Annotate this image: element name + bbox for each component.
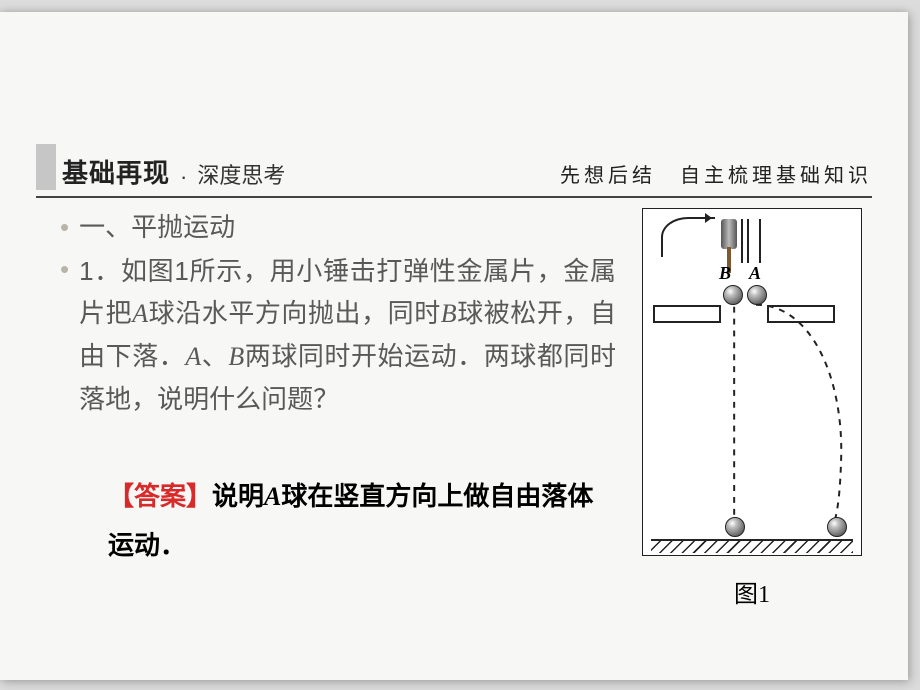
header-row: 基础再现 · 深度思考 先想后结 自主梳理基础知识 — [36, 144, 872, 198]
figure-box: B A — [642, 208, 862, 556]
header-left: 基础再现 · 深度思考 — [36, 144, 285, 190]
answer-line1: 【答案】说明A球在竖直方向上做自由落体运动． — [60, 472, 616, 569]
header-dot: · — [180, 164, 187, 190]
question-text: 1．如图1所示，用小锤击打弹性金属片，金属片把A球沿水平方向抛出，同时B球被松开… — [79, 250, 616, 420]
ans-A: A — [264, 482, 281, 511]
ball-A-ground — [827, 517, 847, 537]
content-area: • 一、平抛运动 • 1．如图1所示，用小锤击打弹性金属片，金属片把A球沿水平方… — [60, 208, 868, 609]
bullet-icon: • — [60, 208, 69, 246]
header-tagline: 先想后结 自主梳理基础知识 — [560, 159, 872, 190]
header-title-main: 基础再现 — [62, 153, 170, 190]
q-num: 1． — [79, 256, 121, 286]
text-column: • 一、平抛运动 • 1．如图1所示，用小锤击打弹性金属片，金属片把A球沿水平方… — [60, 208, 616, 609]
section-label: 一、平抛运动 — [79, 208, 235, 246]
answer-label: 【答案】 — [108, 481, 212, 511]
q-A1: A — [132, 299, 148, 328]
header-title-sub: 深度思考 — [197, 158, 285, 190]
question-line: • 1．如图1所示，用小锤击打弹性金属片，金属片把A球沿水平方向抛出，同时B球被… — [60, 250, 616, 420]
ans-p1: 说明 — [212, 481, 264, 511]
q-sep: 、 — [201, 341, 228, 371]
header-accent-block — [36, 144, 56, 190]
q-p2: 球沿水平方向抛出，同时 — [148, 298, 441, 328]
q-A2: A — [185, 342, 201, 371]
answer-block: 【答案】说明A球在竖直方向上做自由落体运动． — [60, 472, 616, 569]
ball-B-ground — [725, 517, 745, 537]
ground-hatch — [651, 541, 853, 553]
section-line: • 一、平抛运动 — [60, 208, 616, 246]
caption-num: 1 — [758, 582, 770, 608]
trajectory-dashes — [643, 209, 861, 555]
q-B2: B — [228, 342, 244, 371]
figure-column: B A 图1 — [636, 208, 868, 609]
caption-prefix: 图 — [734, 582, 758, 608]
dash-curve — [756, 305, 841, 519]
bullet-icon: • — [60, 250, 69, 288]
slide-page: 基础再现 · 深度思考 先想后结 自主梳理基础知识 • 一、平抛运动 • 1．如… — [0, 12, 908, 680]
q-B1: B — [441, 299, 457, 328]
figure-caption: 图1 — [734, 574, 770, 609]
